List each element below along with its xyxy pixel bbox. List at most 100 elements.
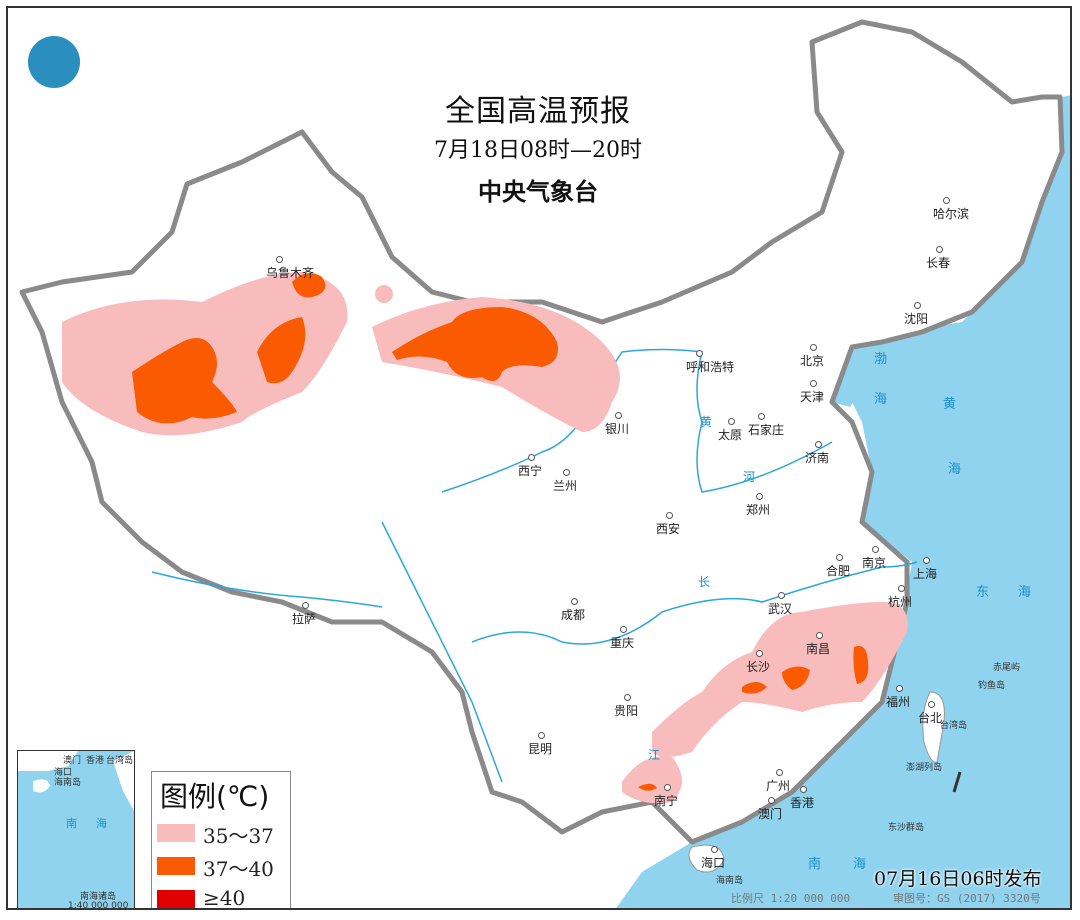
city-marker (768, 797, 775, 804)
city-marker (800, 786, 807, 793)
city-label: 重庆 (610, 636, 635, 650)
city-label: 银川 (605, 422, 630, 436)
city-label: 武汉 (768, 602, 793, 616)
city-marker (624, 694, 631, 701)
yarlung-river (151, 571, 383, 608)
city-label: 北京 (800, 354, 825, 368)
inset-label: 香港 (86, 756, 105, 766)
city-marker (816, 632, 823, 639)
city-marker (810, 380, 817, 387)
taiwan-boundary-mark (952, 771, 962, 793)
sea-label: 渤 (874, 352, 888, 367)
city-marker (563, 469, 570, 476)
city-marker (711, 846, 718, 853)
legend-swatch (157, 857, 195, 875)
city-label: 长春 (926, 256, 951, 270)
river-label: 江 (648, 748, 661, 762)
city-label: 福州 (886, 695, 911, 709)
city-label: 成都 (561, 608, 586, 622)
legend-swatch (157, 890, 195, 908)
city-marker (928, 701, 935, 708)
map-frame: 全国高温预报 7月18日08时—20时 中央气象台 乌鲁木齐 呼和浩特 北京 天津 石家… (6, 6, 1072, 910)
river-label: 黄 (700, 415, 713, 429)
city-marker (943, 197, 950, 204)
sea-label: 海 (853, 857, 867, 872)
city-marker (936, 246, 943, 253)
inset-label: 南海诸岛 (80, 892, 117, 902)
city-label: 昆明 (528, 742, 553, 756)
city-marker (778, 592, 785, 599)
south-china-sea-inset: 澳门 香港 台湾岛 海口 海南岛 南 海 南海诸岛 1:40 000 000 (17, 750, 135, 910)
city-label: 沈阳 (904, 312, 929, 326)
city-label: 西宁 (518, 464, 543, 478)
legend-label: ≥40 (203, 886, 246, 910)
map-title: 全国高温预报 (445, 94, 631, 129)
city-marker (615, 412, 622, 419)
sea-label: 东 (976, 585, 990, 600)
city-marker (896, 685, 903, 692)
city-marker (923, 557, 930, 564)
review-number: 审图号：GS (2017) 3320号 (893, 892, 1041, 905)
heat-zone-37-40 (132, 273, 869, 791)
city-label: 济南 (805, 451, 830, 465)
city-marker (276, 256, 283, 263)
city-label: 哈尔滨 (933, 207, 970, 221)
city-marker (914, 302, 921, 309)
city-label: 西安 (656, 522, 681, 536)
inset-label: 海口 (54, 768, 73, 778)
city-marker (898, 585, 905, 592)
sea-label: 海 (874, 392, 888, 407)
island-label: 赤尾屿 (993, 663, 1021, 673)
inset-label: 台湾岛 (106, 756, 134, 766)
city-label: 兰州 (553, 479, 578, 493)
city-marker (776, 769, 783, 776)
city-marker (571, 598, 578, 605)
city-label: 澳门 (758, 807, 783, 821)
legend-item: 35～37 (157, 822, 287, 848)
city-label: 长沙 (746, 660, 771, 674)
city-label: 郑州 (746, 503, 771, 517)
city-label: 广州 (766, 779, 791, 793)
city-label: 乌鲁木齐 (266, 266, 315, 280)
island-label: 台湾岛 (940, 721, 968, 731)
city-marker (528, 454, 535, 461)
city-label: 海口 (701, 856, 726, 870)
city-marker (756, 650, 763, 657)
city-marker (696, 350, 703, 357)
city-marker (836, 554, 843, 561)
city-marker (666, 512, 673, 519)
sea-label: 海 (948, 462, 962, 477)
city-label: 合肥 (826, 564, 851, 578)
island-label: 钓鱼岛 (978, 681, 1006, 691)
city-marker (728, 418, 735, 425)
city-label: 台北 (918, 711, 943, 725)
city-label: 太原 (718, 428, 743, 442)
island-label: 澎湖列岛 (906, 763, 943, 773)
legend-label: 37～40 (203, 857, 274, 881)
city-label: 南京 (862, 556, 887, 570)
yangtze-river (381, 521, 918, 783)
agency-name: 中央气象台 (478, 178, 598, 206)
island-label: 东沙群岛 (888, 823, 925, 833)
city-marker (815, 441, 822, 448)
china-map (19, 19, 1070, 908)
forecast-time-range: 7月18日08时—20时 (434, 138, 642, 163)
island-label: 海南岛 (716, 876, 744, 886)
map-scale: 比例尺 1:20 000 000 (731, 892, 851, 905)
sea-area (616, 95, 1070, 908)
city-marker (756, 493, 763, 500)
city-marker (872, 546, 879, 553)
inset-label: 海南岛 (54, 778, 82, 788)
inset-label: 澳门 (63, 756, 82, 766)
river-label: 长 (698, 575, 711, 589)
city-label: 杭州 (888, 595, 913, 609)
legend-title: 图例(℃) (160, 780, 270, 813)
cma-logo (28, 36, 80, 88)
city-label: 上海 (913, 567, 938, 581)
legend-item: 37～40 (157, 855, 287, 881)
river-label: 河 (743, 470, 756, 484)
city-label: 天津 (800, 390, 825, 404)
inset-scale: 1:40 000 000 (68, 901, 129, 910)
taiwan-island (922, 691, 945, 763)
city-marker (810, 344, 817, 351)
